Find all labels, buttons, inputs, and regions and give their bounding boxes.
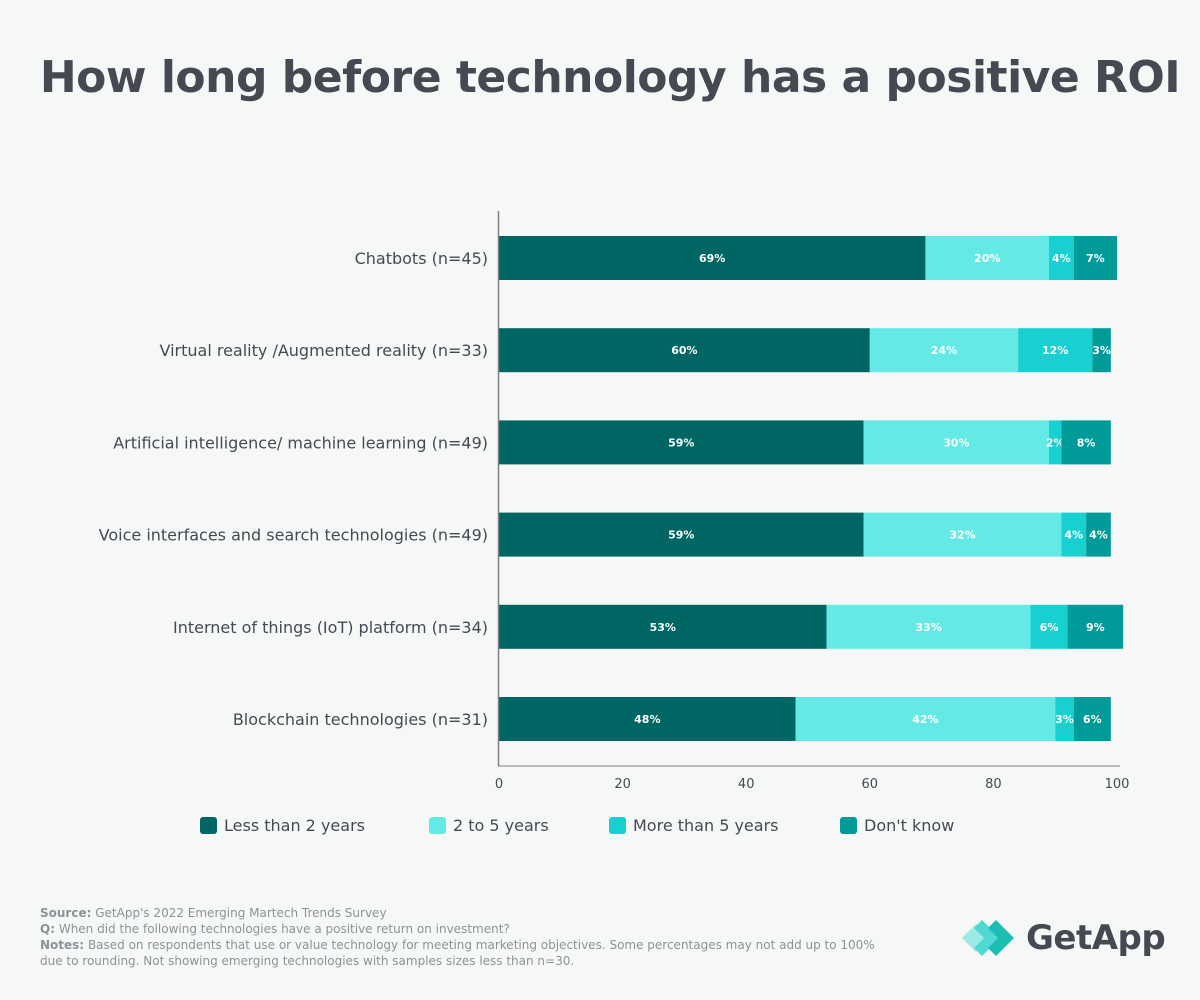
bar-segment-2-to-5-years	[869, 328, 1019, 373]
source-label: Source:	[40, 906, 92, 920]
data-label: 2%	[1046, 436, 1065, 449]
bar-segment-2-to-5-years	[863, 420, 1050, 465]
data-label: 3%	[1092, 344, 1111, 357]
legend-item-less-than-2-years: Less than 2 years	[200, 816, 365, 835]
data-label: 4%	[1052, 252, 1071, 265]
data-label: 3%	[1055, 713, 1074, 726]
data-label: 12%	[1042, 344, 1068, 357]
category-label: Internet of things (IoT) platform (n=34)	[173, 618, 488, 637]
category-label: Artificial intelligence/ machine learnin…	[113, 433, 488, 452]
legend-swatch	[200, 817, 217, 834]
notes-text: Based on respondents that use or value t…	[40, 938, 875, 968]
legend-item-dont-know: Don't know	[840, 816, 954, 835]
notes-label: Notes:	[40, 938, 85, 952]
data-label: 59%	[668, 529, 694, 542]
bar-segment-more-than-5-years	[1061, 512, 1087, 557]
source-line: Source: GetApp's 2022 Emerging Martech T…	[40, 905, 880, 921]
data-label: 53%	[650, 621, 676, 634]
x-tick-label: 40	[738, 777, 755, 792]
bar-segment-less-than-2-years	[499, 328, 870, 373]
category-label: Blockchain technologies (n=31)	[233, 710, 488, 729]
data-label: 42%	[912, 713, 938, 726]
data-label: 69%	[699, 252, 725, 265]
bar-segment-more-than-5-years	[1049, 420, 1062, 465]
legend-label: 2 to 5 years	[453, 816, 549, 835]
getapp-chevrons-icon	[962, 920, 1014, 956]
category-label: Virtual reality /Augmented reality (n=33…	[159, 341, 488, 360]
x-tick-label: 60	[862, 777, 879, 792]
x-axis-ticks: 0 20 40 60 80 100	[495, 777, 1130, 792]
bar-segment-less-than-2-years	[499, 512, 864, 557]
data-label: 60%	[671, 344, 697, 357]
x-tick-label: 20	[614, 777, 631, 792]
bar-segment-more-than-5-years	[1055, 697, 1074, 741]
data-label: 20%	[974, 252, 1000, 265]
getapp-logo: GetApp	[962, 918, 1166, 958]
bar-segment-don-t-know	[1073, 236, 1117, 280]
legend-label: Don't know	[864, 816, 955, 835]
legend-item-2-to-5-years: 2 to 5 years	[429, 816, 549, 835]
bar-segment-more-than-5-years	[1049, 236, 1074, 280]
category-labels: Chatbots (n=45) Virtual reality /Augmente…	[99, 249, 488, 729]
data-label: 4%	[1064, 529, 1083, 542]
bar-segment-2-to-5-years	[795, 697, 1056, 741]
bar-segment-don-t-know	[1061, 420, 1111, 465]
bar-segment-don-t-know	[1067, 604, 1124, 649]
legend-label: More than 5 years	[633, 816, 779, 835]
question-text: When did the following technologies have…	[58, 922, 510, 936]
data-label: 59%	[668, 436, 694, 449]
bar-segment-2-to-5-years	[826, 604, 1031, 649]
bars-group: 69% 20% 4% 7% 60% 24% 12% 3% 59% 30% 2% 8% 59% 32% 4% 4…	[499, 236, 1124, 741]
bar-segment-more-than-5-years	[1030, 604, 1068, 649]
data-label: 6%	[1040, 621, 1059, 634]
bar-segment-less-than-2-years	[499, 697, 796, 741]
bar-segment-don-t-know	[1073, 697, 1111, 741]
question-line: Q: When did the following technologies h…	[40, 921, 880, 937]
chart-title: How long before technology has a positiv…	[39, 52, 1181, 103]
x-tick-label: 100	[1105, 777, 1130, 792]
legend-swatch	[429, 817, 446, 834]
data-label: 9%	[1086, 621, 1105, 634]
x-tick-label: 0	[495, 777, 503, 792]
data-label: 7%	[1086, 252, 1105, 265]
question-label: Q:	[40, 922, 55, 936]
bar-segment-less-than-2-years	[499, 236, 926, 280]
data-label: 33%	[915, 621, 941, 634]
data-label: 8%	[1077, 436, 1096, 449]
category-label: Chatbots (n=45)	[355, 249, 488, 268]
data-label: 32%	[949, 529, 975, 542]
data-label: 30%	[943, 436, 969, 449]
data-label: 4%	[1089, 529, 1108, 542]
category-label: Voice interfaces and search technologies…	[99, 526, 488, 545]
data-label: 48%	[634, 713, 660, 726]
getapp-wordmark: GetApp	[1026, 918, 1166, 958]
x-tick-label: 80	[985, 777, 1002, 792]
legend-label: Less than 2 years	[224, 816, 365, 835]
footer-notes: Source: GetApp's 2022 Emerging Martech T…	[40, 905, 880, 969]
legend-item-more-than-5-years: More than 5 years	[609, 816, 779, 835]
bar-segment-don-t-know	[1086, 512, 1111, 557]
bar-segment-2-to-5-years	[863, 512, 1062, 557]
data-label: 6%	[1083, 713, 1102, 726]
bar-segment-2-to-5-years	[925, 236, 1050, 280]
source-text: GetApp's 2022 Emerging Martech Trends Su…	[95, 906, 387, 920]
bar-segment-more-than-5-years	[1018, 328, 1093, 373]
bar-segment-less-than-2-years	[499, 420, 864, 465]
data-label: 24%	[931, 344, 957, 357]
legend-swatch	[840, 817, 857, 834]
notes-line: Notes: Based on respondents that use or …	[40, 937, 880, 969]
bar-segment-less-than-2-years	[499, 604, 827, 649]
legend-swatch	[609, 817, 626, 834]
bar-segment-don-t-know	[1092, 328, 1111, 373]
